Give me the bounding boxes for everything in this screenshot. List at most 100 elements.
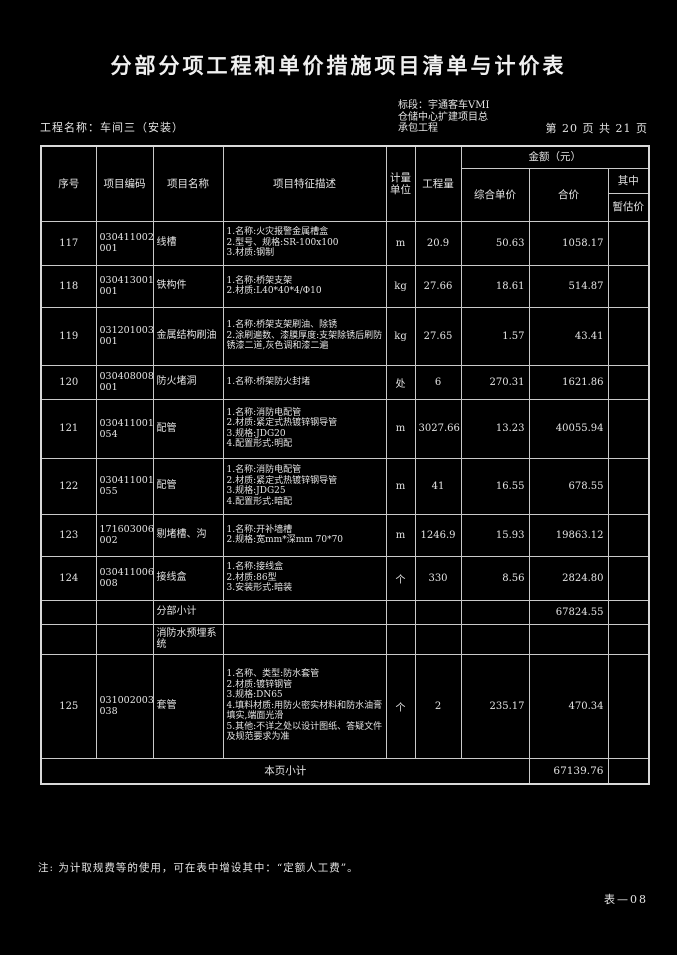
feature-line: 2.型号、规格:SR-100x100 xyxy=(226,237,339,248)
cell-total-price: 40055.94 xyxy=(528,398,609,459)
code-line: 001 xyxy=(99,382,118,393)
cell-name: 套管 xyxy=(152,653,224,759)
feature-line: 3.规格:DN65 xyxy=(226,690,283,701)
header-row-2: 综合单价 合价 其中 xyxy=(41,167,650,222)
cell-unit-price: 235.17 xyxy=(460,653,530,759)
cell-features: 1.名称:火灾报警金属槽盒 2.型号、规格:SR-100x100 3.材质:钢制 xyxy=(222,220,387,266)
cell-unit: kg xyxy=(385,306,416,366)
section-line: 仓储中心扩建项目总 xyxy=(398,111,488,123)
cell-estimate-price xyxy=(607,599,650,625)
cell-unit: 个 xyxy=(385,653,416,759)
feature-line: 1.名称:桥架支架刷油、除锈 xyxy=(226,320,338,331)
code-line: 001 xyxy=(99,336,118,347)
cell-unit: m xyxy=(385,398,416,459)
feature-line: 3.规格:JDG20 xyxy=(226,428,286,439)
cell-unit-price: 18.61 xyxy=(460,264,530,308)
cell-code: 031002003 038 xyxy=(95,653,154,759)
cell-features: 1.名称:桥架支架 2.材质:L40*40*4/Φ10 xyxy=(222,264,387,308)
cell-qty: 1246.9 xyxy=(414,513,462,557)
feature-line: 2.规格:宽mm*深mm 70*70 xyxy=(226,535,344,545)
cell-estimate-price xyxy=(607,513,650,557)
cell-code: 030411002 001 xyxy=(95,220,154,266)
cell-total-price: 1621.86 xyxy=(528,364,609,400)
header-name: 项目名称 xyxy=(152,145,224,222)
feature-line: 2.材质:86型 xyxy=(226,572,277,583)
code-line: 001 xyxy=(99,286,118,297)
feature-line: 2.材质:L40*40*4/Φ10 xyxy=(226,286,322,296)
cell-features: 1.名称、类型:防水套管 2.材质:镀锌钢管 3.规格:DN65 4.填料材质:用防火… xyxy=(222,653,387,759)
cell-features: 1.名称:桥架防火封堵 xyxy=(222,364,387,400)
feature-line: 1.名称:火灾报警金属槽盒 xyxy=(226,227,329,238)
header-row-3: 暂估价 xyxy=(41,192,650,222)
cell-qty: 6 xyxy=(414,364,462,400)
cost-table: 序号 项目编码 项目名称 项目特征描述 计量单位 工程量 金额（元） 综合单价 … xyxy=(40,145,650,785)
feature-line: 4.配置形式:暗配 xyxy=(226,496,293,507)
cell-seq: 117 xyxy=(40,220,97,266)
cost-table-wrapper: 序号 项目编码 项目名称 项目特征描述 计量单位 工程量 金额（元） 综合单价 … xyxy=(40,145,650,785)
feature-line: 1.名称:消防电配管 xyxy=(226,465,302,475)
cell-seq: 125 xyxy=(40,653,97,759)
feature-line: 1.名称:开补墙槽 xyxy=(226,524,293,535)
cell-unit-price: 1.57 xyxy=(460,306,530,366)
cell-features xyxy=(222,623,387,655)
project-name-label: 工程名称：车间三（安装） xyxy=(40,121,184,134)
cell-estimate-price xyxy=(607,623,650,655)
cell-qty: 27.66 xyxy=(414,264,462,308)
item-row: 117 030411002 001 线槽 1.名称:火灾报警金属槽盒 2.型号、规格:SR… xyxy=(40,220,650,266)
cell-seq: 121 xyxy=(40,398,97,459)
feature-line: 2.材质:镀锌钢管 xyxy=(226,679,293,690)
feature-line: 1.名称:桥架防火封堵 xyxy=(226,376,311,387)
cell-seq: 123 xyxy=(40,513,97,557)
cell-total-price xyxy=(528,623,609,655)
header-code: 项目编码 xyxy=(95,145,154,222)
table-header: 序号 项目编码 项目名称 项目特征描述 计量单位 工程量 金额（元） 综合单价 … xyxy=(40,145,650,222)
header-features: 项目特征描述 xyxy=(222,145,387,222)
feature-line: 2.涂刷遍数、漆膜厚度:支架除锈后刷防锈漆二道,灰色调和漆二遍 xyxy=(226,330,383,352)
item-row: 123 171603006 002 剔堵槽、沟 1.名称:开补墙槽 2.规格:宽mm*深m… xyxy=(40,513,650,557)
cell-seq: 120 xyxy=(40,364,97,400)
code-line: 055 xyxy=(99,486,118,497)
cell-total-price: 19863.12 xyxy=(528,513,609,557)
cell-unit: 处 xyxy=(385,364,416,400)
footnote: 注: 为计取规费等的使用，可在表中增设其中：“定额人工费”。 xyxy=(38,862,359,874)
feature-line: 5.其他:不详之处以设计图纸、答疑文件及规范要求为准 xyxy=(226,721,383,743)
cell-unit: m xyxy=(385,457,416,515)
cell-features: 1.名称:消防电配管 2.材质:紧定式热镀锌钢导管 3.规格:JDG20 4.配置形式… xyxy=(222,398,387,459)
cell-code: 030413001 001 xyxy=(95,264,154,308)
cell-seq: 124 xyxy=(40,555,97,601)
cell-estimate-price xyxy=(607,220,650,266)
cell-estimate-price xyxy=(607,306,650,366)
form-reference: 表—08 xyxy=(604,893,648,906)
cell-seq: 118 xyxy=(40,264,97,308)
cell-unit: 个 xyxy=(385,555,416,601)
code-line: 001 xyxy=(99,243,118,254)
item-row: 121 030411001 054 配管 1.名称:消防电配管 2.材质:紧定式热镀锌钢导… xyxy=(40,398,650,459)
cell-estimate-price xyxy=(607,398,650,459)
code-line: 031201003 xyxy=(99,325,153,336)
cell-name: 分部小计 xyxy=(152,599,224,625)
code-line: 030408008 xyxy=(99,371,153,382)
section-info: 标段：宇通客车VMI 仓储中心扩建项目总 承包工程 xyxy=(398,100,489,135)
feature-line: 1.名称:消防电配管 xyxy=(226,407,302,418)
cell-total-price: 43.41 xyxy=(528,306,609,366)
cell-code: 030411001 054 xyxy=(95,398,154,459)
section-line: 承包工程 xyxy=(398,123,438,134)
cell-qty: 3027.66 xyxy=(414,398,462,459)
code-line: 038 xyxy=(99,706,118,717)
cell-unit-price: 8.56 xyxy=(460,555,530,601)
cell-estimate-price xyxy=(607,264,650,308)
cell-features xyxy=(222,599,387,625)
cell-unit: m xyxy=(385,220,416,266)
cell-qty: 20.9 xyxy=(414,220,462,266)
code-line: 030413001 xyxy=(99,275,153,286)
feature-line: 1.名称:接线盒 xyxy=(226,562,284,573)
cell-total-price: 470.34 xyxy=(528,653,609,759)
feature-line: 1.名称、类型:防水套管 xyxy=(226,669,320,680)
header-amount-group: 金额（元） xyxy=(460,145,650,169)
page-total-value: 67139.76 xyxy=(528,757,609,785)
feature-line: 3.安装形式:暗装 xyxy=(226,583,293,594)
cell-total-price: 1058.17 xyxy=(528,220,609,266)
feature-line: 4.填料材质:用防火密实材料和防水油膏填实,端面光滑 xyxy=(226,700,383,722)
cell-features: 1.名称:开补墙槽 2.规格:宽mm*深mm 70*70 xyxy=(222,513,387,557)
cell-name: 剔堵槽、沟 xyxy=(152,513,224,557)
